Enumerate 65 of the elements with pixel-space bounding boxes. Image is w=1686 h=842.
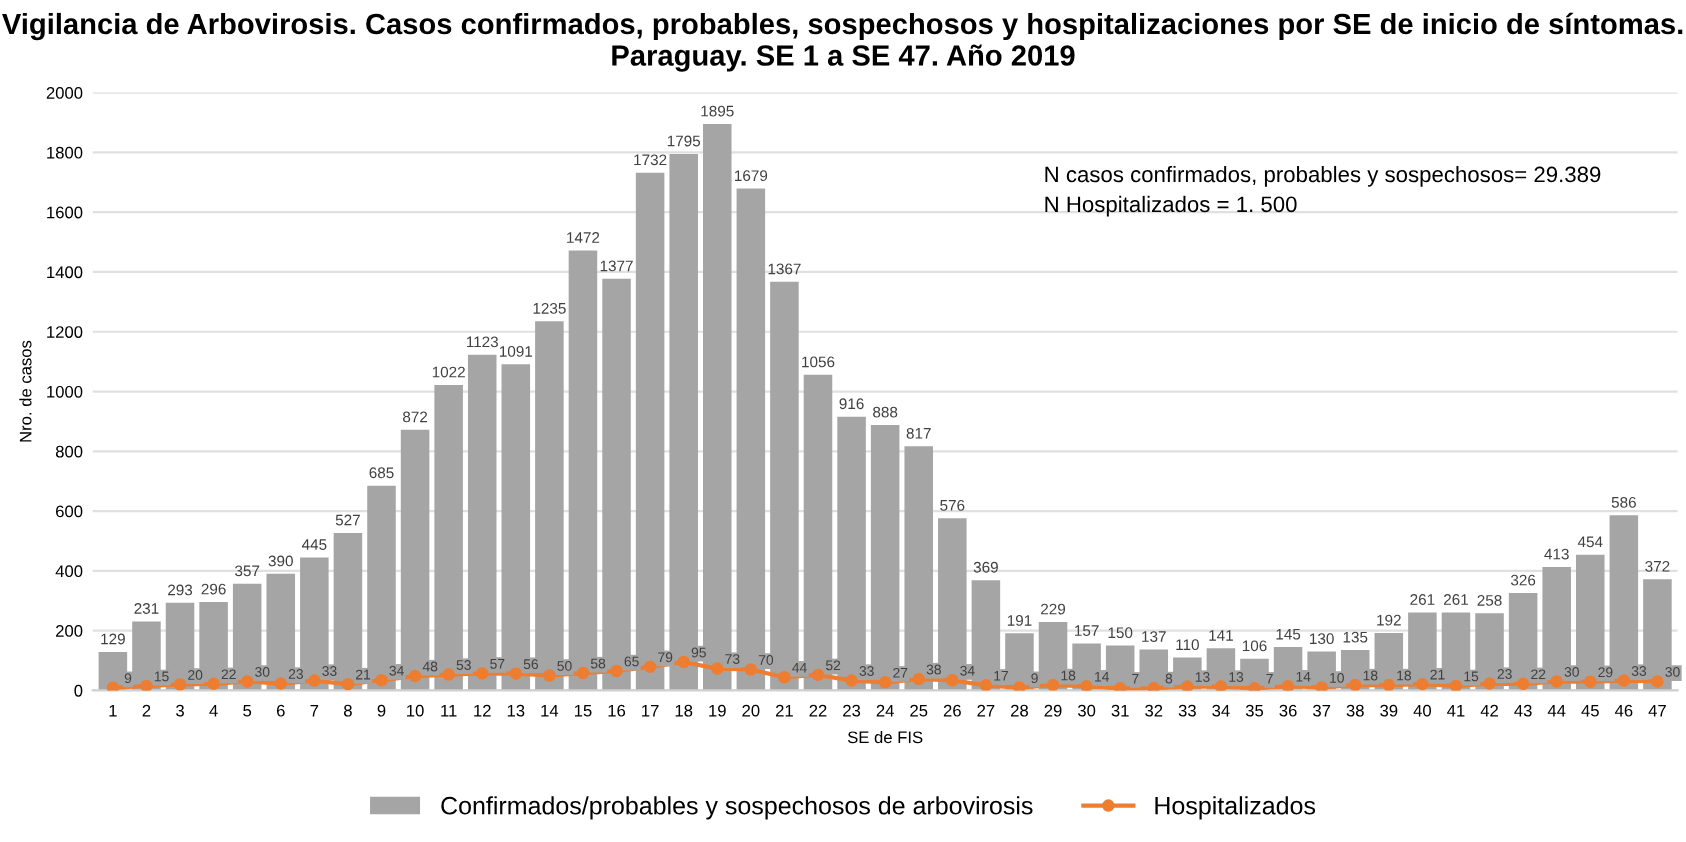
x-tick-label: 33 [1178,704,1196,717]
x-tick-label: 43 [1514,704,1532,717]
x-tick-label: 35 [1245,704,1264,717]
x-tick-label: 24 [876,704,894,717]
y-tick-label: 2000 [46,87,83,99]
x-tick-label: 12 [474,704,491,717]
x-tick-label: 8 [344,704,352,717]
x-tick-label: 1 [109,704,117,717]
x-tick-label: 47 [1648,704,1666,717]
y-tick-label: 800 [55,445,83,458]
chart-title: Vigilancia de Arbovirosis. Casos confirmados, probables, sospechosos y hospitalizaciones por SE de inicio de síntomas. Paraguay. SE 1 a SE 47. Año 2019 [2,12,1683,72]
x-tick-label: 31 [1111,704,1129,717]
x-tick-label: 21 [775,704,793,717]
x-tick-label: 2 [142,704,151,717]
x-tick-label: 22 [809,704,827,717]
x-tick-label: 38 [1346,704,1364,717]
x-tick-label: 3 [176,704,184,717]
x-tick-label: 34 [1212,704,1230,717]
annotation: N Hospitalizados = 1. 500 [1045,195,1297,217]
y-tick-label: 400 [55,565,83,578]
x-tick-label: 23 [843,704,861,717]
x-tick-label: 4 [209,704,218,717]
y-axis-title: Nro. de casos [19,340,32,442]
x-tick-label: 30 [1077,704,1096,717]
x-tick-label: 32 [1145,704,1163,717]
y-tick-label: 1800 [47,146,83,159]
y-tick-label: 200 [56,625,83,637]
y-tick-label: 1200 [47,326,83,338]
x-tick-label: 28 [1011,704,1028,717]
y-tick-label: 0 [74,684,83,697]
annotation: N casos confirmados, probables y sospechosos= 29.389 [1045,165,1601,187]
y-tick-label: 600 [56,505,83,518]
x-tick-label: 14 [541,704,559,717]
x-tick-label: 42 [1480,704,1498,717]
x-tick-label: 27 [977,704,995,717]
x-tick-label: 37 [1313,704,1331,717]
x-tick-label: 41 [1447,704,1465,717]
y-tick-label: 1600 [47,206,83,219]
x-tick-label: 39 [1380,704,1398,717]
x-tick-label: 36 [1279,704,1297,717]
x-tick-label: 18 [675,704,693,717]
x-tick-label: 6 [276,704,285,717]
x-tick-label: 20 [742,704,760,717]
y-tick-label: 1400 [47,266,83,279]
x-tick-label: 7 [310,704,319,717]
x-tick-label: 44 [1547,704,1566,717]
legend-label: Confirmados/probables y sospechosos de arbovirosis [441,796,1033,820]
x-tick-label: 40 [1413,704,1431,717]
x-tick-label: 26 [943,704,961,717]
x-tick-label: 5 [243,704,252,717]
x-tick-label: 29 [1044,704,1062,717]
x-tick-label: 16 [608,704,626,717]
x-tick-label: 46 [1614,704,1633,717]
x-tick-label: 45 [1581,704,1599,717]
x-tick-label: 13 [507,704,525,717]
x-tick-label: 9 [377,704,386,717]
x-tick-label: 15 [574,704,592,717]
x-axis-title: SE de FIS [847,730,923,744]
x-tick-label: 25 [910,704,928,717]
x-tick-label: 19 [709,704,726,717]
x-tick-label: 10 [407,704,424,717]
y-tick-label: 1000 [47,385,83,398]
legend-label: Hospitalizados [1155,796,1316,820]
x-tick-label: 17 [642,704,659,717]
x-tick-label: 11 [441,704,457,717]
